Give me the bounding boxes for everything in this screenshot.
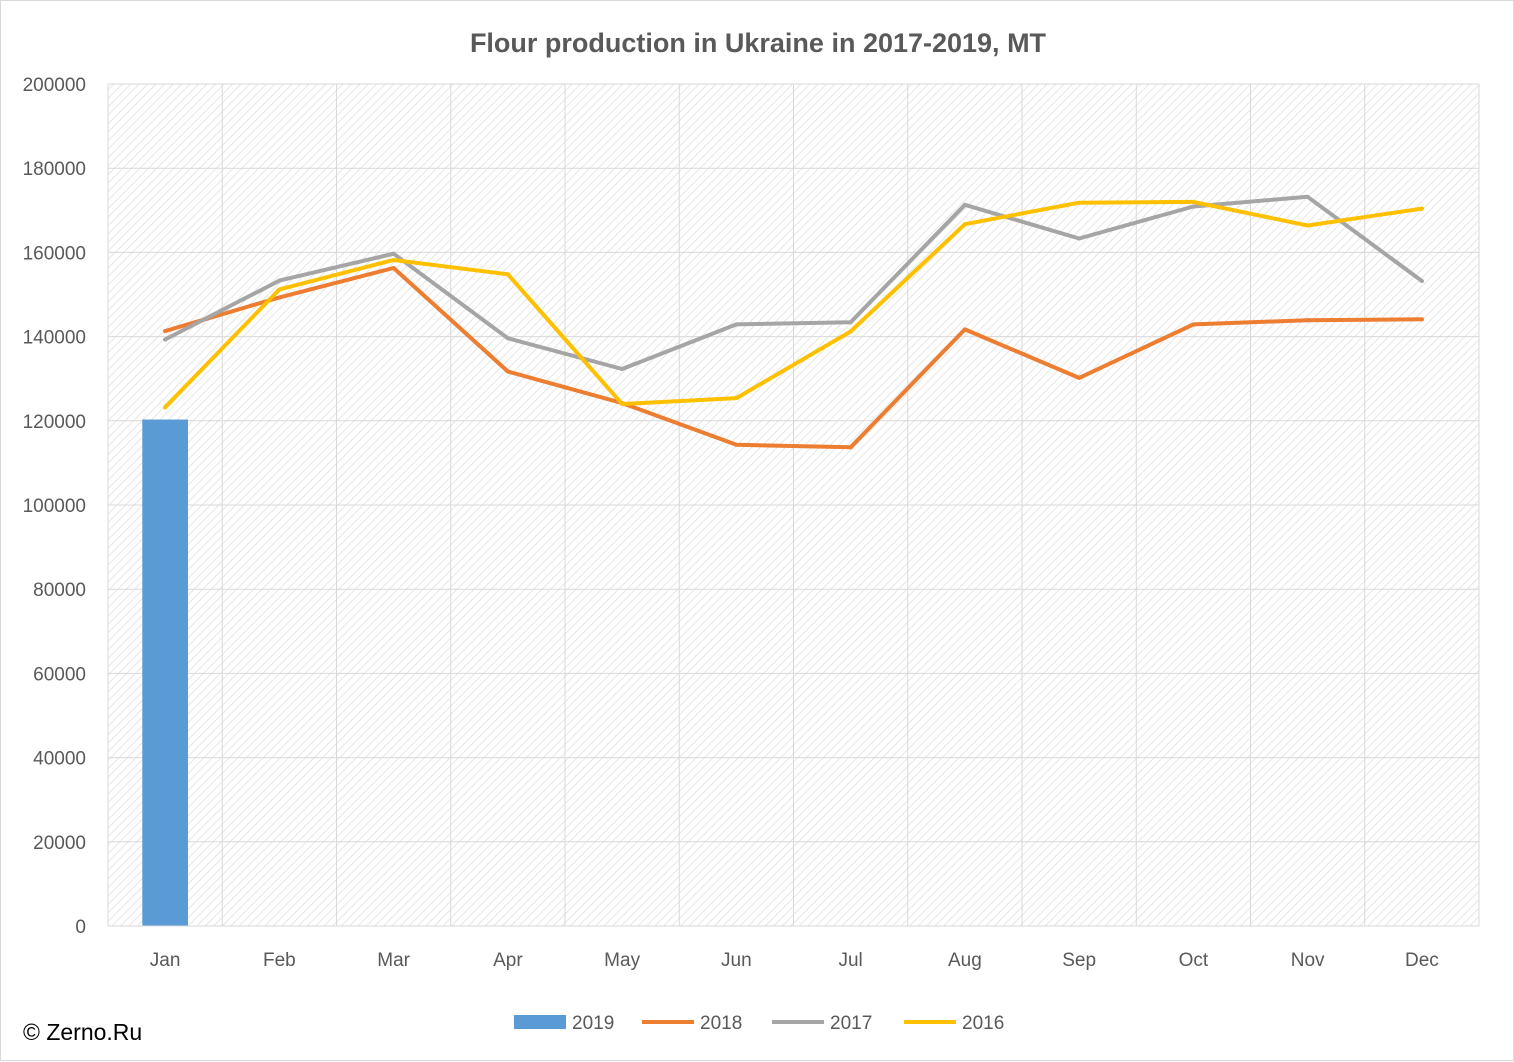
y-tick-label: 180000 — [23, 159, 86, 180]
y-tick-label: 100000 — [23, 496, 86, 517]
bar-2019-jan — [142, 419, 188, 926]
x-tick-label: Feb — [263, 950, 296, 971]
point-2017-oct — [1191, 204, 1196, 209]
point-2017-may — [620, 367, 625, 372]
legend-label-2016: 2016 — [962, 1013, 1004, 1034]
point-2018-feb — [277, 295, 282, 300]
chart-title: Flour production in Ukraine in 2017-2019… — [470, 28, 1047, 58]
gridlines — [107, 83, 1480, 926]
point-2017-apr — [505, 336, 510, 341]
y-tick-label: 0 — [75, 917, 86, 938]
line-series-2016 — [163, 199, 1424, 410]
point-2017-dec — [1419, 279, 1424, 284]
point-2016-aug — [962, 222, 967, 227]
point-2018-mar — [391, 265, 396, 270]
legend-label-2017: 2017 — [830, 1013, 872, 1034]
x-tick-label: Mar — [377, 950, 410, 971]
x-tick-label: Jul — [838, 950, 862, 971]
x-tick-label: Apr — [493, 950, 523, 971]
x-tick-label: Oct — [1179, 950, 1209, 971]
point-2017-nov — [1305, 194, 1310, 199]
x-tick-label: May — [604, 950, 640, 971]
line-series — [163, 194, 1424, 450]
point-2016-oct — [1191, 199, 1196, 204]
point-2016-apr — [505, 272, 510, 277]
x-tick-label: Sep — [1062, 950, 1096, 971]
y-tick-label: 200000 — [23, 75, 86, 96]
point-2018-jun — [734, 442, 739, 447]
point-2017-jun — [734, 322, 739, 327]
point-2018-jul — [848, 445, 853, 450]
legend: 2019 2018 2017 2016 — [514, 1013, 1004, 1034]
point-2016-sep — [1077, 200, 1082, 205]
point-2016-jun — [734, 396, 739, 401]
legend-swatch-2019 — [514, 1015, 566, 1029]
y-tick-label: 80000 — [33, 580, 86, 601]
copyright-text: © Zerno.Ru — [23, 1019, 143, 1045]
point-2018-sep — [1077, 375, 1082, 380]
point-2018-oct — [1191, 322, 1196, 327]
y-tick-label: 120000 — [23, 412, 86, 433]
y-tick-label: 60000 — [33, 664, 86, 685]
y-axis-ticks: 0 20000 40000 60000 80000 100000 120000 140000 1… — [23, 75, 86, 938]
y-tick-label: 160000 — [23, 243, 86, 264]
x-tick-label: Nov — [1291, 950, 1325, 971]
legend-label-2018: 2018 — [700, 1013, 742, 1034]
point-2017-jul — [848, 320, 853, 325]
x-tick-label: Jun — [721, 950, 752, 971]
point-2017-sep — [1077, 236, 1082, 241]
x-tick-label: Jan — [150, 950, 181, 971]
point-2016-mar — [391, 257, 396, 262]
point-2017-jan — [163, 337, 168, 342]
point-2017-feb — [277, 278, 282, 283]
point-2016-jul — [848, 329, 853, 334]
line-series-2018 — [163, 266, 1424, 450]
x-tick-label: Aug — [948, 950, 982, 971]
point-2016-jan — [163, 405, 168, 410]
point-2017-aug — [962, 202, 967, 207]
point-2017-mar — [391, 251, 396, 256]
point-2018-jan — [163, 329, 168, 334]
legend-label-2019: 2019 — [572, 1013, 614, 1034]
point-2016-may — [620, 401, 625, 406]
x-tick-label: Dec — [1405, 950, 1439, 971]
x-axis-ticks: Jan Feb Mar Apr May Jun Jul Aug Sep Oct Nov Dec — [150, 950, 1439, 971]
point-2018-aug — [962, 327, 967, 332]
point-2018-dec — [1419, 317, 1424, 322]
y-tick-label: 140000 — [23, 328, 86, 349]
point-2016-feb — [277, 287, 282, 292]
point-2018-nov — [1305, 318, 1310, 323]
bar-series — [142, 419, 188, 926]
point-2018-apr — [505, 369, 510, 374]
point-2016-nov — [1305, 223, 1310, 228]
y-tick-label: 40000 — [33, 749, 86, 770]
point-2016-dec — [1419, 206, 1424, 211]
y-tick-label: 20000 — [33, 833, 86, 854]
